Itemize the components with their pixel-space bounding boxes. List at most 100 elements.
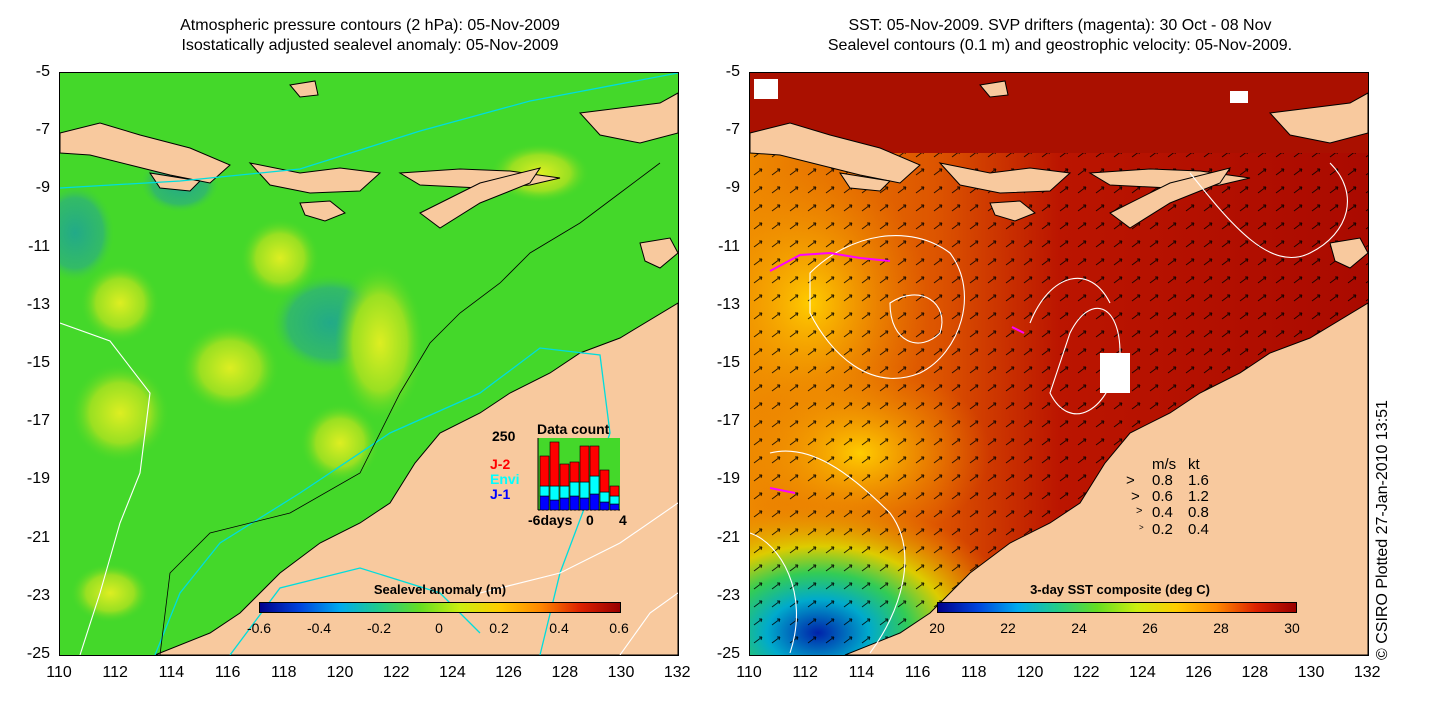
histogram-bar [549, 499, 560, 511]
velocity-legend-arrow: > [1126, 472, 1135, 489]
right-cbar-tick: 26 [1142, 620, 1158, 636]
velocity-legend-header-ms: m/s [1152, 456, 1177, 473]
x-tick-label: 110 [736, 664, 762, 681]
left-cbar-tick: 0 [435, 620, 443, 636]
left-cbar-tick: -0.6 [246, 620, 272, 636]
x-tick-label: 118 [961, 664, 987, 681]
left-panel-title: Atmospheric pressure contours (2 hPa): 0… [60, 16, 680, 56]
x-tick-label: 124 [439, 664, 466, 681]
velocity-legend-kt: 1.6 [1188, 472, 1209, 489]
x-tick-label: 126 [495, 664, 522, 681]
sealevel-contours [60, 322, 678, 655]
velocity-legend-header-kt: kt [1188, 456, 1200, 473]
histogram-bar [609, 495, 620, 505]
y-tick-label: -23 [716, 586, 740, 604]
right-title-line1: SST: 05-Nov-2009. SVP drifters (magenta)… [848, 17, 1272, 34]
x-tick-label: 116 [214, 664, 241, 681]
left-cbar-tick: 0.2 [489, 620, 509, 636]
histogram-bar [539, 495, 550, 511]
left-cbar-tick: 0.4 [549, 620, 569, 636]
y-tick-label: -11 [718, 237, 740, 255]
y-tick-label: -23 [26, 586, 50, 604]
histogram-bar [599, 491, 610, 503]
y-tick-label: -7 [725, 121, 740, 139]
left-colorbar-title: Sealevel anomaly (m) [373, 582, 507, 597]
right-cbar-tick: 24 [1071, 620, 1087, 636]
australia-landmass [154, 302, 678, 655]
right-cbar-tick: 22 [1000, 620, 1016, 636]
x-tick-label: 112 [792, 664, 818, 681]
velocity-legend-kt: 0.8 [1188, 504, 1209, 521]
y-tick-label: -9 [35, 179, 50, 197]
left-cbar-tick: 0.6 [609, 620, 629, 636]
velocity-legend-arrow: > [1136, 505, 1143, 517]
histogram-bar [579, 445, 590, 483]
right-cbar-tick: 20 [929, 620, 945, 636]
histogram-bar [589, 493, 600, 511]
x-tick-label: 120 [326, 664, 354, 681]
data-count-ymax: 250 [492, 428, 516, 444]
x-tick-label: 124 [1129, 664, 1156, 681]
islands [750, 80, 1368, 269]
histogram-bar [599, 469, 610, 493]
x-tick-label: 132 [663, 664, 691, 681]
y-tick-label: -5 [35, 63, 50, 80]
y-tick-label: -13 [26, 295, 50, 313]
y-tick-label: -25 [716, 645, 740, 662]
x-tick-label: 130 [607, 664, 635, 681]
right-panel-title: SST: 05-Nov-2009. SVP drifters (magenta)… [745, 16, 1375, 56]
y-tick-label: -19 [26, 470, 50, 488]
legend-j2: J-2 [490, 456, 511, 472]
sealevel-colorbar [259, 602, 621, 613]
left-cbar-tick: -0.4 [306, 620, 332, 636]
right-title-line2: Sealevel contours (0.1 m) and geostrophi… [827, 37, 1293, 54]
y-tick-label: -15 [26, 354, 50, 371]
histogram-bar [609, 503, 620, 511]
sealevel-contours [750, 162, 1348, 654]
x-tick-label: 114 [848, 664, 875, 681]
data-count-title: Data count [537, 421, 610, 437]
histogram-bar [559, 463, 570, 487]
velocity-legend-arrow: > [1139, 523, 1144, 532]
data-count-inset [537, 438, 620, 511]
x-tick-label: 120 [1016, 664, 1044, 681]
legend-j1: J-1 [490, 486, 511, 502]
data-count-xlabel-start: -6days [528, 512, 573, 528]
histogram-bar [569, 481, 580, 497]
histogram-bar [579, 481, 590, 499]
credit-text: © CSIRO Plotted 27-Jan-2010 13:51 [1374, 400, 1391, 660]
velocity-legend-kt: 1.2 [1188, 488, 1209, 505]
australia-landmass [844, 302, 1368, 655]
y-tick-label: -19 [716, 470, 740, 488]
left-title-line1: Atmospheric pressure contours (2 hPa): 0… [180, 17, 560, 34]
histogram-bar [589, 445, 600, 477]
histogram-bar [559, 497, 570, 511]
right-cbar-tick: 28 [1213, 620, 1229, 636]
sealevel-anomaly-map [59, 72, 679, 656]
legend-envi: Envi [490, 471, 520, 487]
x-tick-label: 116 [904, 664, 931, 681]
histogram-bar [569, 461, 580, 483]
velocity-legend-ms: 0.8 [1152, 472, 1173, 489]
velocity-legend-ms: 0.2 [1152, 521, 1173, 538]
islands [60, 80, 678, 269]
histogram-bar [559, 485, 570, 499]
x-tick-label: 128 [1241, 664, 1269, 681]
histogram-bar [569, 495, 580, 511]
x-tick-label: 122 [1072, 664, 1100, 681]
x-tick-label: 110 [46, 664, 72, 681]
svp-drifters [769, 251, 1025, 494]
data-count-xlabel-zero: 0 [586, 512, 594, 528]
x-tick-label: 122 [382, 664, 410, 681]
velocity-legend-arrow: > [1131, 488, 1140, 505]
y-tick-label: -15 [716, 354, 740, 371]
y-tick-label: -13 [716, 295, 740, 313]
x-tick-label: 126 [1185, 664, 1212, 681]
velocity-legend-ms: 0.6 [1152, 488, 1173, 505]
histogram-bar [539, 485, 550, 497]
x-tick-label: 130 [1297, 664, 1325, 681]
y-tick-label: -21 [716, 528, 740, 546]
histogram-bar [539, 455, 550, 487]
histogram-bar [589, 475, 600, 495]
left-title-line2: Isostatically adjusted sealevel anomaly:… [181, 37, 559, 54]
